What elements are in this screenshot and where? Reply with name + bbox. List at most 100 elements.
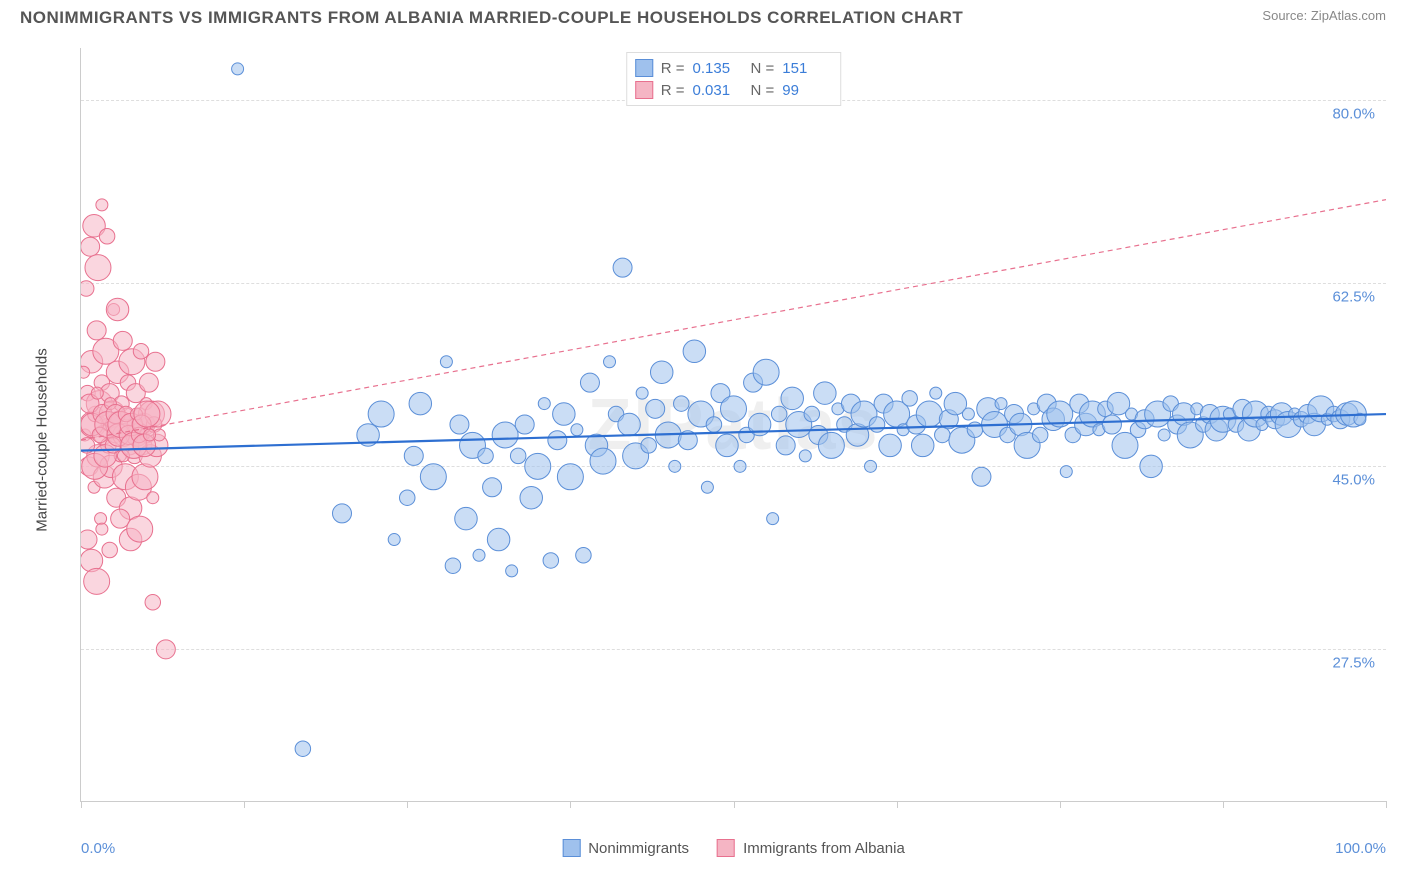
scatter-point (409, 392, 432, 415)
scatter-point (473, 549, 485, 561)
scatter-point (902, 391, 918, 407)
scatter-point (492, 422, 518, 448)
scatter-point (618, 413, 641, 436)
scatter-point (132, 464, 158, 490)
scatter-point (590, 448, 616, 474)
scatter-point (548, 431, 567, 450)
scatter-point (81, 530, 97, 549)
swatch-icon (562, 839, 580, 857)
scatter-point (646, 399, 665, 418)
scatter-point (669, 460, 681, 472)
x-tick-max: 100.0% (1335, 840, 1386, 857)
scatter-point (388, 534, 400, 546)
scatter-point (515, 415, 534, 434)
scatter-point (865, 460, 877, 472)
scatter-point (538, 398, 550, 410)
scatter-point (102, 542, 118, 558)
scatter-point (156, 640, 175, 659)
scatter-point (604, 356, 616, 368)
scatter-point (543, 553, 559, 569)
scatter-point (483, 478, 502, 497)
scatter-point (144, 429, 156, 441)
scatter-svg (81, 48, 1386, 801)
scatter-point (641, 438, 657, 454)
scatter-point (1158, 429, 1170, 441)
scatter-point (506, 565, 518, 577)
scatter-point (478, 448, 494, 464)
scatter-point (636, 387, 648, 399)
scatter-point (113, 331, 132, 350)
scatter-point (134, 401, 160, 427)
scatter-point (701, 481, 713, 493)
scatter-point (232, 63, 244, 75)
scatter-point (510, 448, 526, 464)
scatter-point (706, 417, 722, 433)
scatter-point (911, 434, 934, 457)
scatter-point (127, 516, 153, 542)
stats-row-immigrants: R = 0.031 N = 99 (635, 79, 833, 101)
scatter-point (404, 446, 423, 465)
scatter-point (145, 595, 161, 611)
y-axis-label: Married-couple Households (34, 348, 51, 531)
stats-legend-box: R = 0.135 N = 151 R = 0.031 N = 99 (626, 52, 842, 106)
scatter-point (818, 432, 844, 458)
stats-row-nonimmigrants: R = 0.135 N = 151 (635, 57, 833, 79)
swatch-icon (635, 59, 653, 77)
scatter-point (420, 464, 446, 490)
plot-area: ZIPatlas R = 0.135 N = 151 R = 0.031 N =… (80, 48, 1386, 802)
scatter-point (935, 427, 951, 443)
scatter-point (525, 453, 551, 479)
scatter-point (91, 387, 103, 399)
scatter-point (368, 401, 394, 427)
scatter-point (650, 361, 673, 384)
scatter-point (81, 281, 94, 297)
scatter-point (487, 528, 510, 551)
legend-item-immigrants: Immigrants from Albania (717, 839, 905, 857)
scatter-point (995, 398, 1007, 410)
scatter-point (87, 321, 106, 340)
scatter-point (96, 199, 108, 211)
scatter-point (753, 359, 779, 385)
scatter-point (450, 415, 469, 434)
scatter-point (146, 352, 165, 371)
scatter-point (445, 558, 461, 574)
scatter-point (557, 464, 583, 490)
scatter-point (613, 258, 632, 277)
scatter-point (930, 387, 942, 399)
scatter-point (81, 366, 90, 378)
scatter-point (804, 406, 820, 422)
scatter-point (776, 436, 795, 455)
scatter-point (869, 417, 885, 433)
scatter-point (781, 387, 804, 410)
scatter-point (716, 434, 739, 457)
scatter-point (133, 344, 149, 360)
chart-title: NONIMMIGRANTS VS IMMIGRANTS FROM ALBANIA… (20, 8, 963, 28)
scatter-point (879, 434, 902, 457)
scatter-point (771, 406, 787, 422)
scatter-point (455, 507, 478, 530)
scatter-point (85, 255, 111, 281)
scatter-point (295, 741, 311, 757)
scatter-point (799, 450, 811, 462)
source-attribution: Source: ZipAtlas.com (1262, 8, 1386, 23)
scatter-point (571, 424, 583, 436)
chart-container: Married-couple Households ZIPatlas R = 0… (50, 48, 1386, 832)
scatter-point (333, 504, 352, 523)
scatter-point (400, 490, 416, 506)
scatter-point (1032, 427, 1048, 443)
scatter-point (81, 237, 100, 256)
scatter-point (139, 373, 158, 392)
scatter-point (916, 401, 942, 427)
scatter-point (721, 396, 747, 422)
swatch-icon (717, 839, 735, 857)
scatter-point (580, 373, 599, 392)
series-legend: Nonimmigrants Immigrants from Albania (562, 839, 905, 857)
scatter-point (1102, 415, 1121, 434)
scatter-point (106, 298, 129, 321)
scatter-point (553, 403, 576, 426)
scatter-point (972, 467, 991, 486)
scatter-point (734, 460, 746, 472)
scatter-point (147, 492, 159, 504)
x-tick-min: 0.0% (81, 840, 115, 857)
scatter-point (683, 340, 706, 363)
